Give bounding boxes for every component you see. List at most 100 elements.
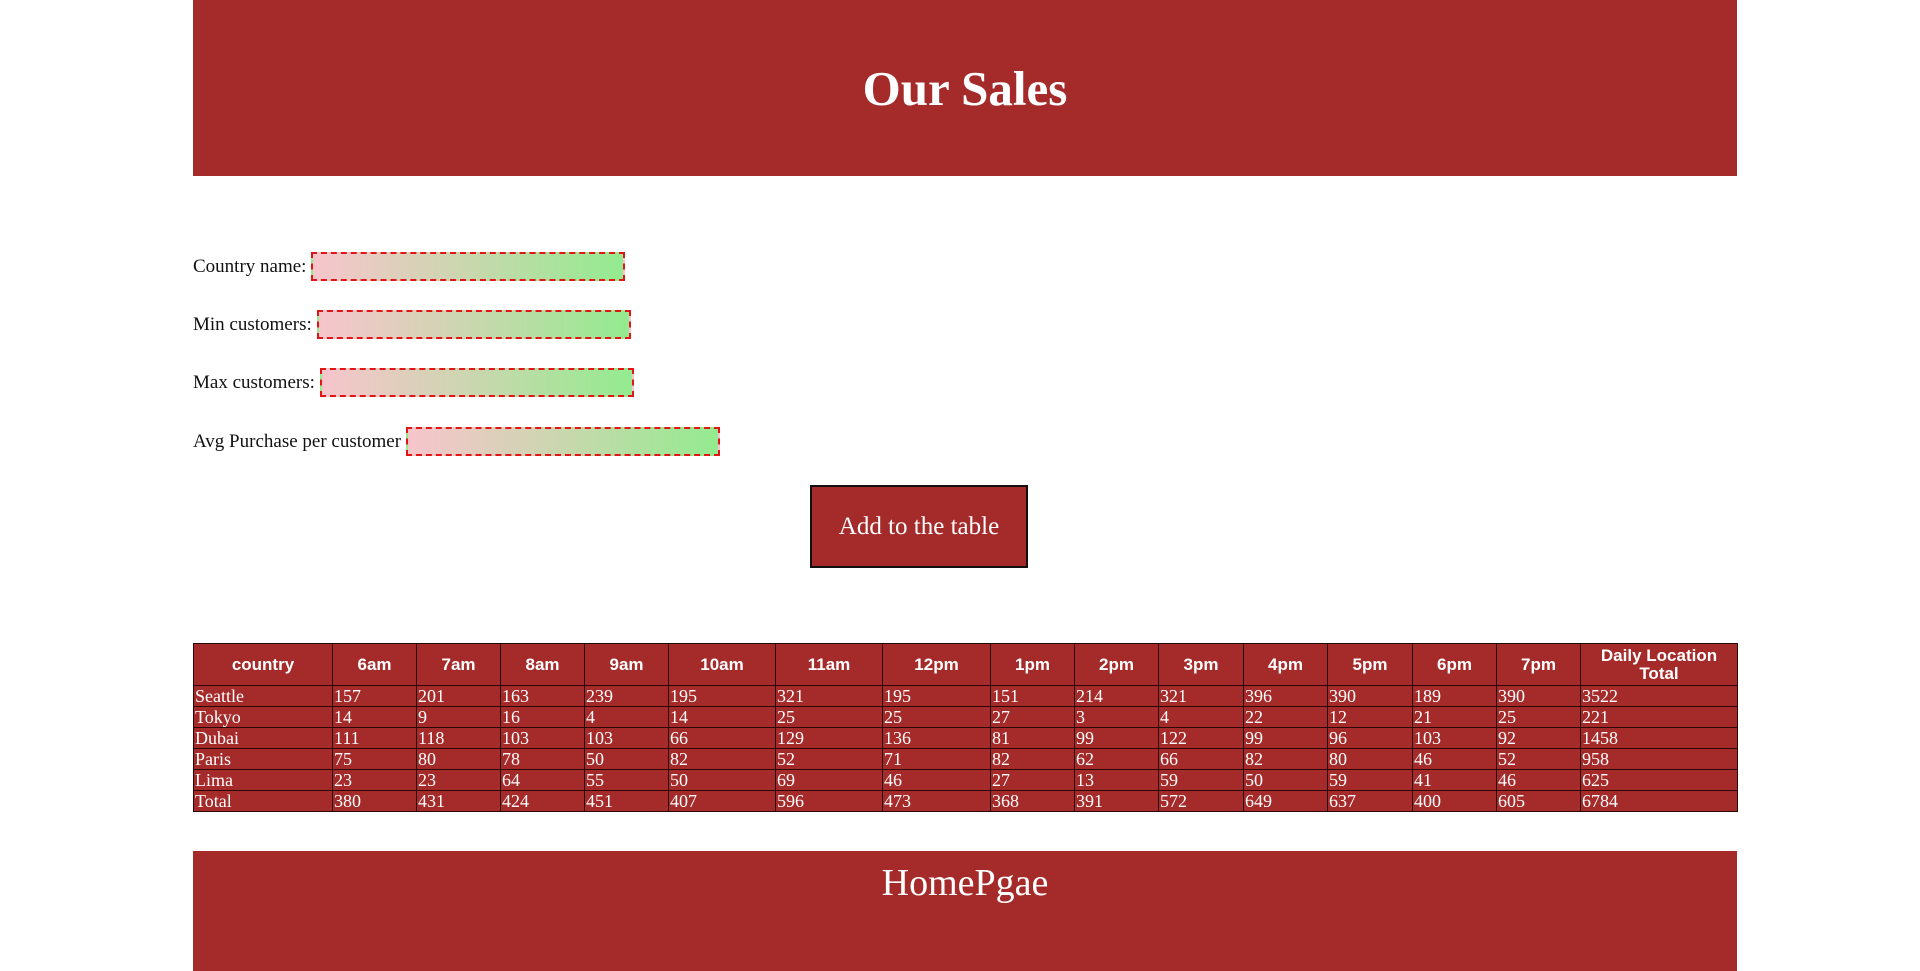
table-row: Seattle 157 201 163 239 195 321 195 151 214 321 396… [193,685,1738,707]
add-to-table-button[interactable]: Add to the table [810,485,1028,568]
table-cell: 25 [775,706,883,728]
table-cell: 82 [990,748,1075,770]
table-cell: 6784 [1580,790,1738,812]
column-header: country [193,643,333,686]
table-cell: 637 [1327,790,1413,812]
table-cell: 9 [416,706,501,728]
table-cell: 78 [500,748,585,770]
table-cell: 14 [332,706,417,728]
max-customers-row: Max customers: [193,368,634,397]
table-cell: 201 [416,685,501,707]
column-header: 7am [416,643,501,686]
row-label-cell: Lima [193,769,333,791]
table-cell: 424 [500,790,585,812]
homepage-link[interactable]: HomePgae [881,862,1049,904]
table-cell: 66 [1158,748,1244,770]
country-name-input[interactable] [311,252,626,281]
table-cell: 64 [500,769,585,791]
page-footer: HomePgae [193,851,1737,971]
table-cell: 99 [1074,727,1159,749]
table-cell: 27 [990,706,1075,728]
table-cell: 62 [1074,748,1159,770]
row-label-cell: Tokyo [193,706,333,728]
column-header: 11am [775,643,883,686]
table-cell: 214 [1074,685,1159,707]
column-header: 6am [332,643,417,686]
table-cell: 3522 [1580,685,1738,707]
table-cell: 99 [1243,727,1328,749]
table-cell: 46 [882,769,991,791]
min-customers-input[interactable] [316,310,631,339]
table-cell: 52 [1496,748,1581,770]
table-cell: 82 [1243,748,1328,770]
table-cell: 103 [500,727,585,749]
table-cell: 52 [775,748,883,770]
avg-purchase-input[interactable] [406,427,721,456]
min-customers-row: Min customers: [193,310,631,339]
column-header: 4pm [1243,643,1328,686]
table-cell: 596 [775,790,883,812]
table-cell: 157 [332,685,417,707]
table-cell: 189 [1412,685,1497,707]
table-cell: 473 [882,790,991,812]
table-cell: 13 [1074,769,1159,791]
table-cell: 649 [1243,790,1328,812]
table-cell: 111 [332,727,417,749]
table-cell: 407 [668,790,776,812]
min-customers-label: Min customers: [193,313,312,335]
row-label-cell: Seattle [193,685,333,707]
row-label-cell: Total [193,790,333,812]
header-row: country 6am 7am 8am 9am 10am 11am 12pm 1pm 2pm 3pm… [193,643,1738,686]
table-cell: 50 [1243,769,1328,791]
row-label-cell: Dubai [193,727,333,749]
table-cell: 195 [882,685,991,707]
table-cell: 390 [1327,685,1413,707]
table-cell: 103 [584,727,669,749]
column-header: 7pm [1496,643,1581,686]
page-title: Our Sales [862,60,1068,116]
table-cell: 380 [332,790,417,812]
avg-purchase-row: Avg Purchase per customer [193,427,721,456]
table-cell: 96 [1327,727,1413,749]
table-cell: 46 [1412,748,1497,770]
table-cell: 958 [1580,748,1738,770]
table-cell: 396 [1243,685,1328,707]
table-cell: 3 [1074,706,1159,728]
table-cell: 4 [584,706,669,728]
table-cell: 50 [584,748,669,770]
table-cell: 27 [990,769,1075,791]
table-body: Seattle 157 201 163 239 195 321 195 151 214 321 396… [193,685,1738,812]
table-cell: 59 [1327,769,1413,791]
table-cell: 151 [990,685,1075,707]
table-cell: 136 [882,727,991,749]
table-cell: 195 [668,685,776,707]
column-header: 5pm [1327,643,1413,686]
table-cell: 82 [668,748,776,770]
table-cell: 625 [1580,769,1738,791]
table-cell: 391 [1074,790,1159,812]
table-cell: 71 [882,748,991,770]
table-cell: 221 [1580,706,1738,728]
table-cell: 25 [882,706,991,728]
column-header: 6pm [1412,643,1497,686]
table-cell: 66 [668,727,776,749]
table-cell: 46 [1496,769,1581,791]
table-row: Paris 75 80 78 50 82 52 71 82 62 66 82 80 46 52 958 [193,748,1738,770]
page-header: Our Sales [193,0,1737,176]
table-header: country 6am 7am 8am 9am 10am 11am 12pm 1pm 2pm 3pm… [193,643,1738,686]
table-row: Lima 23 23 64 55 50 69 46 27 13 59 50 59 41 46 625 [193,769,1738,791]
table-cell: 605 [1496,790,1581,812]
table-cell: 23 [416,769,501,791]
max-customers-input[interactable] [319,368,634,397]
table-cell: 122 [1158,727,1244,749]
table-cell: 22 [1243,706,1328,728]
table-cell: 12 [1327,706,1413,728]
table-cell: 390 [1496,685,1581,707]
column-header: Daily Location Total [1580,643,1738,686]
table-cell: 50 [668,769,776,791]
table-cell: 55 [584,769,669,791]
table-cell: 400 [1412,790,1497,812]
table-cell: 572 [1158,790,1244,812]
table-cell: 80 [416,748,501,770]
